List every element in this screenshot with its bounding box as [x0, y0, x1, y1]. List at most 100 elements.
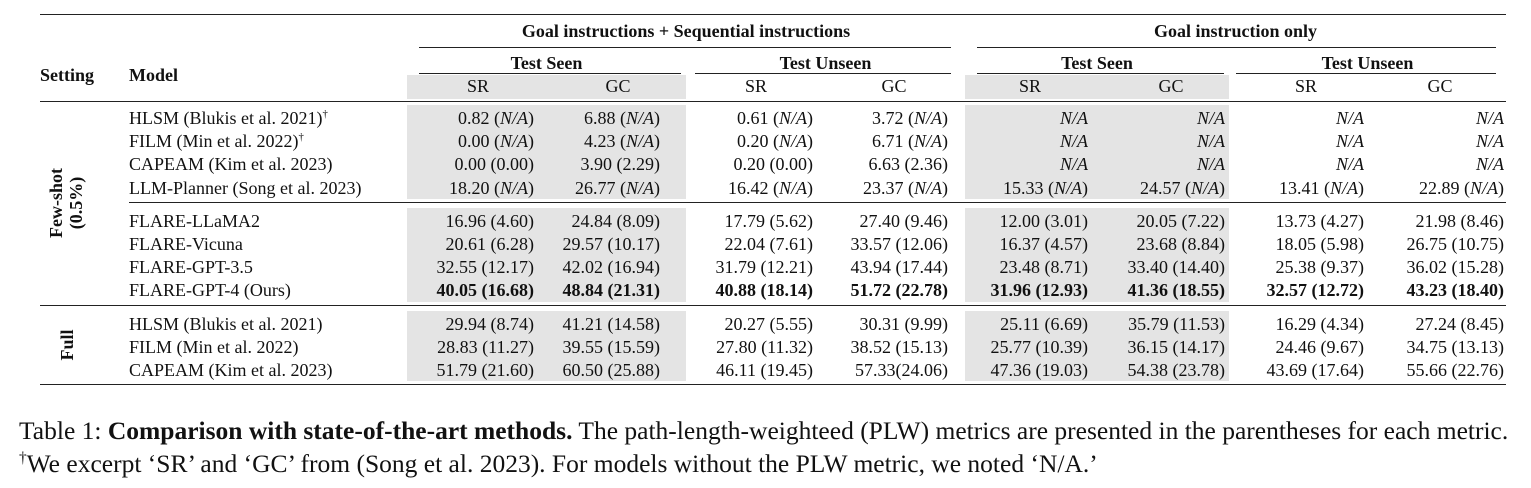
metric-value: 15.33 (N/A) [1002, 177, 1088, 198]
subheader-test-unseen-right: Test Unseen [1321, 53, 1414, 73]
metric-value: 32.55 (12.17) [436, 257, 535, 278]
metric-value: 42.02 (16.94) [562, 257, 661, 278]
metric-value: 41.36 (18.55) [1127, 280, 1226, 301]
shaded-column-block [965, 174, 1229, 199]
model-name: CAPEAM (Kim et al. 2023) [129, 154, 333, 175]
section-rule [40, 304, 1506, 306]
metric-value: 0.82 (N/A) [457, 108, 534, 128]
metric-value: 51.79 (21.60) [436, 360, 535, 380]
shaded-column-block [407, 105, 686, 130]
metric-value: 4.23 (N/A) [583, 131, 660, 152]
shaded-column-block [407, 174, 686, 199]
shaded-column-block [407, 231, 686, 256]
setting-label-line: (0.5%) [66, 176, 86, 230]
metric-value: 39.55 (15.59) [562, 336, 661, 357]
metric-value: 29.57 (10.17) [562, 234, 661, 254]
metric-value: 32.57 (12.72) [1266, 280, 1365, 301]
metric-value: 6.88 (N/A) [583, 108, 660, 128]
shaded-column-block [407, 357, 686, 382]
metric-value: 21.98 (8.46) [1415, 210, 1505, 231]
model-name: FILM (Min et al. 2022)† [129, 131, 304, 152]
shaded-column-block [965, 105, 1229, 130]
model-name: HLSM (Blukis et al. 2021) [129, 313, 323, 334]
metric-value: 0.00 (N/A) [457, 131, 534, 152]
metric-value: 6.63 (2.36) [868, 154, 949, 175]
metric-value: 33.57 (12.06) [850, 234, 949, 254]
metric-value: 29.94 (8.74) [445, 313, 535, 334]
metric-value: 57.33(24.06) [855, 360, 948, 380]
metric-value: 38.52 (15.13) [850, 336, 949, 357]
metric-value: 60.50 (25.88) [562, 360, 661, 380]
model-name: FLARE-GPT-4 (Ours) [129, 280, 291, 301]
metric-value: 36.02 (15.28) [1406, 257, 1505, 278]
group-header-goal-sequential: Goal instructions + Sequential instructi… [521, 21, 851, 41]
column-header-model: Model [129, 65, 178, 85]
group-separator-rule [129, 201, 1506, 203]
shaded-column-block [965, 254, 1229, 279]
metric-value: N/A [1059, 154, 1088, 175]
setting-label: Few-shot (0.5%) [46, 103, 90, 303]
dagger-mark: † [298, 131, 304, 144]
metric-value: 0.61 (N/A) [736, 108, 813, 128]
shaded-column-block [965, 231, 1229, 256]
metric-value: 46.11 (19.45) [716, 360, 813, 380]
model-name: LLM-Planner (Song et al. 2023) [129, 177, 362, 198]
group-rule-right [977, 47, 1496, 48]
metric-value: 27.80 (11.32) [716, 336, 813, 357]
metric-value: 28.83 (11.27) [437, 336, 534, 357]
caption-bold-title: Comparison with state-of-the-art methods… [107, 416, 573, 445]
metric-value: 54.38 (23.78) [1127, 360, 1226, 380]
metric-value: 26.77 (N/A) [574, 177, 660, 198]
metric-header-sr: SR [466, 76, 490, 96]
shaded-column-block [407, 151, 686, 176]
subheader-test-seen-left: Test Seen [510, 53, 583, 73]
metric-value: 22.89 (N/A) [1418, 177, 1504, 198]
top-rule [40, 14, 1506, 15]
shaded-column-block [965, 333, 1229, 358]
subheader-test-seen-right: Test Seen [1061, 53, 1133, 73]
shaded-column-block [965, 151, 1229, 176]
metric-value: 31.96 (12.93) [990, 280, 1089, 301]
metric-value: 16.37 (4.57) [999, 234, 1089, 254]
metric-value: 47.36 (19.03) [990, 360, 1089, 380]
shaded-column-block [965, 128, 1229, 153]
metric-value: 25.11 (6.69) [1000, 313, 1088, 334]
metric-value: 36.15 (14.17) [1127, 336, 1226, 357]
metric-value: 0.00 (0.00) [454, 154, 535, 175]
metric-value: 23.68 (8.84) [1136, 234, 1226, 254]
model-name: FILM (Min et al. 2022) [129, 336, 299, 357]
subrule-4 [1236, 73, 1496, 74]
shaded-column-block [407, 277, 686, 302]
metric-header-sr: SR [1018, 76, 1042, 96]
metric-value: 12.00 (3.01) [999, 210, 1089, 231]
metric-value: N/A [1196, 108, 1225, 128]
metric-value: 3.72 (N/A) [871, 108, 948, 128]
metric-value: 40.88 (18.14) [715, 280, 814, 301]
caption-text-2: We excerpt ‘SR’ and ‘GC’ from (Song et a… [26, 449, 1098, 478]
metric-value: 25.77 (10.39) [990, 336, 1089, 357]
metric-value: 35.79 (11.53) [1128, 313, 1225, 334]
shaded-column-block [407, 254, 686, 279]
metric-header-sr: SR [1294, 76, 1318, 96]
model-name: CAPEAM (Kim et al. 2023) [129, 360, 333, 380]
metric-value: N/A [1475, 131, 1504, 152]
shaded-column-block [965, 75, 1229, 99]
metric-value: N/A [1059, 108, 1088, 128]
metric-value: N/A [1335, 108, 1364, 128]
metric-value: 16.42 (N/A) [727, 177, 813, 198]
shaded-column-block [407, 75, 686, 99]
metric-value: N/A [1059, 131, 1088, 152]
metric-header-gc: GC [1427, 76, 1453, 96]
metric-value: 20.27 (5.55) [724, 313, 814, 334]
shaded-column-block [965, 277, 1229, 302]
shaded-column-block [407, 128, 686, 153]
caption-prefix: Table 1: [19, 416, 108, 445]
dagger-mark: † [322, 108, 328, 120]
metric-value: 34.75 (13.13) [1406, 336, 1505, 357]
table-caption: Table 1: Comparison with state-of-the-ar… [19, 414, 1514, 480]
subrule-2 [695, 73, 951, 74]
metric-value: N/A [1196, 131, 1225, 152]
metric-value: 40.05 (16.68) [436, 280, 535, 301]
metric-value: 43.69 (17.64) [1266, 360, 1365, 380]
model-name: FLARE-Vicuna [129, 234, 243, 254]
